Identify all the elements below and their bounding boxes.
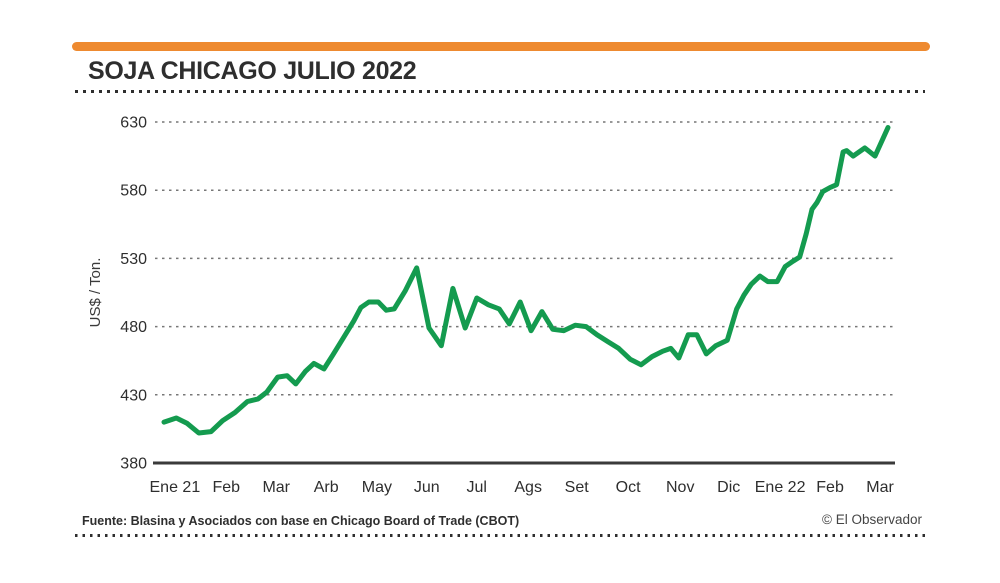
x-tick-label: Feb xyxy=(212,479,240,496)
x-tick-label: May xyxy=(362,479,392,496)
footer-divider xyxy=(75,534,927,537)
y-tick-label: 380 xyxy=(120,456,147,473)
y-tick-label: 530 xyxy=(120,251,147,268)
x-tick-label: Mar xyxy=(262,479,290,496)
y-axis-title: US$ / Ton. xyxy=(87,258,104,328)
price-line xyxy=(161,125,891,436)
y-tick-label: 430 xyxy=(120,387,147,404)
credit-text: © El Observador xyxy=(822,512,922,527)
x-tick-label: Nov xyxy=(666,479,694,496)
x-tick-label: Jul xyxy=(467,479,487,496)
page-title: SOJA CHICAGO JULIO 2022 xyxy=(88,57,417,85)
x-tick-label: Mar xyxy=(866,479,894,496)
y-tick-label: 630 xyxy=(120,115,147,132)
x-tick-label: Set xyxy=(565,479,590,496)
accent-bar xyxy=(72,42,930,51)
x-tick-label: Oct xyxy=(616,479,641,496)
x-tick-label: Ags xyxy=(514,479,542,496)
x-tick-label: Ene 21 xyxy=(150,479,201,496)
x-tick-label: Jun xyxy=(414,479,440,496)
x-tick-label: Ene 22 xyxy=(755,479,806,496)
x-tick-label: Dic xyxy=(717,479,740,496)
x-tick-label: Feb xyxy=(816,479,844,496)
x-tick-label: Arb xyxy=(314,479,339,496)
title-divider xyxy=(75,90,925,93)
source-text: Fuente: Blasina y Asociados con base en … xyxy=(82,514,520,528)
y-tick-label: 480 xyxy=(120,319,147,336)
y-tick-label: 580 xyxy=(120,183,147,200)
